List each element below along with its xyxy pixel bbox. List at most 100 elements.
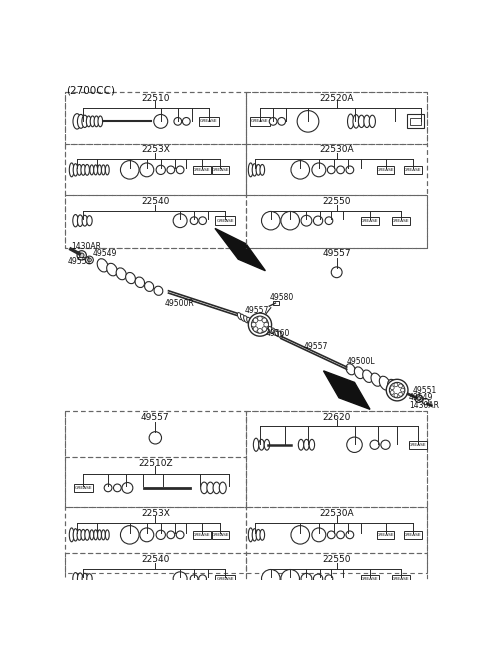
Ellipse shape: [248, 528, 253, 542]
Ellipse shape: [97, 530, 101, 540]
Ellipse shape: [105, 165, 109, 175]
Ellipse shape: [94, 165, 97, 175]
Bar: [65, 92, 427, 248]
Circle shape: [176, 166, 184, 173]
Text: GREASE: GREASE: [216, 577, 234, 581]
Ellipse shape: [363, 370, 372, 383]
Circle shape: [176, 531, 184, 539]
Ellipse shape: [238, 312, 242, 319]
Ellipse shape: [348, 114, 354, 128]
Circle shape: [278, 117, 286, 125]
Ellipse shape: [81, 164, 85, 175]
Circle shape: [390, 386, 394, 390]
Circle shape: [346, 531, 354, 539]
Bar: [392, 575, 410, 583]
Ellipse shape: [213, 482, 220, 494]
Text: GREASE: GREASE: [200, 119, 217, 123]
Ellipse shape: [371, 373, 382, 386]
Bar: [361, 217, 379, 224]
Text: 49500R: 49500R: [165, 299, 194, 308]
Text: 49557: 49557: [141, 413, 169, 422]
Ellipse shape: [359, 115, 365, 128]
Ellipse shape: [73, 529, 78, 541]
Text: 49549: 49549: [93, 249, 117, 258]
Bar: [74, 484, 93, 492]
Text: 1430AR: 1430AR: [72, 242, 102, 250]
Text: GREASE: GREASE: [404, 168, 421, 172]
Circle shape: [122, 482, 133, 494]
Circle shape: [313, 574, 323, 584]
Text: (2700CC): (2700CC): [66, 86, 115, 96]
Circle shape: [77, 251, 86, 260]
Circle shape: [301, 573, 312, 584]
Circle shape: [327, 166, 335, 173]
Text: GREASE: GREASE: [392, 218, 410, 223]
Ellipse shape: [73, 164, 78, 176]
Text: 22550: 22550: [323, 555, 351, 564]
Ellipse shape: [77, 215, 83, 226]
Circle shape: [199, 575, 206, 583]
Circle shape: [269, 117, 277, 125]
Circle shape: [297, 111, 319, 132]
Circle shape: [401, 388, 405, 392]
Circle shape: [156, 530, 166, 539]
Circle shape: [312, 163, 326, 177]
Circle shape: [173, 572, 187, 585]
Text: GREASE: GREASE: [212, 168, 229, 172]
Circle shape: [248, 313, 272, 336]
Text: 49557: 49557: [304, 342, 328, 351]
Circle shape: [258, 316, 262, 321]
Circle shape: [190, 217, 198, 224]
Text: 49557: 49557: [323, 249, 351, 258]
Ellipse shape: [346, 364, 355, 375]
Circle shape: [87, 258, 91, 262]
Circle shape: [182, 117, 190, 125]
Bar: [409, 441, 427, 449]
Circle shape: [156, 165, 166, 175]
Ellipse shape: [298, 439, 304, 450]
Circle shape: [325, 217, 333, 224]
Ellipse shape: [207, 482, 214, 494]
Bar: [212, 531, 229, 539]
Ellipse shape: [247, 318, 252, 325]
Bar: [65, 554, 246, 594]
Circle shape: [417, 396, 421, 400]
Circle shape: [253, 318, 258, 323]
Circle shape: [252, 316, 268, 333]
Circle shape: [301, 215, 312, 226]
Bar: [246, 196, 427, 248]
Ellipse shape: [77, 529, 82, 541]
Bar: [65, 411, 246, 457]
Circle shape: [262, 569, 280, 588]
Bar: [246, 411, 427, 507]
Ellipse shape: [268, 327, 273, 334]
Circle shape: [85, 256, 93, 264]
Ellipse shape: [73, 113, 81, 129]
Ellipse shape: [77, 164, 82, 175]
Ellipse shape: [82, 115, 88, 128]
Ellipse shape: [252, 164, 257, 176]
Ellipse shape: [135, 277, 144, 288]
Ellipse shape: [304, 439, 309, 450]
Bar: [65, 196, 246, 248]
Circle shape: [415, 394, 423, 402]
Circle shape: [120, 160, 139, 179]
Ellipse shape: [69, 528, 74, 542]
Ellipse shape: [82, 573, 87, 584]
Ellipse shape: [219, 482, 226, 494]
Bar: [392, 217, 410, 224]
Bar: [212, 166, 229, 173]
Bar: [273, 301, 279, 304]
Bar: [246, 92, 427, 143]
Ellipse shape: [248, 163, 253, 177]
Ellipse shape: [87, 216, 92, 226]
Circle shape: [347, 437, 362, 452]
Circle shape: [281, 569, 300, 588]
Bar: [361, 575, 379, 583]
Circle shape: [253, 327, 258, 331]
Circle shape: [312, 528, 326, 542]
Circle shape: [79, 253, 84, 258]
Bar: [407, 115, 424, 128]
Ellipse shape: [353, 115, 359, 128]
Circle shape: [262, 318, 267, 323]
